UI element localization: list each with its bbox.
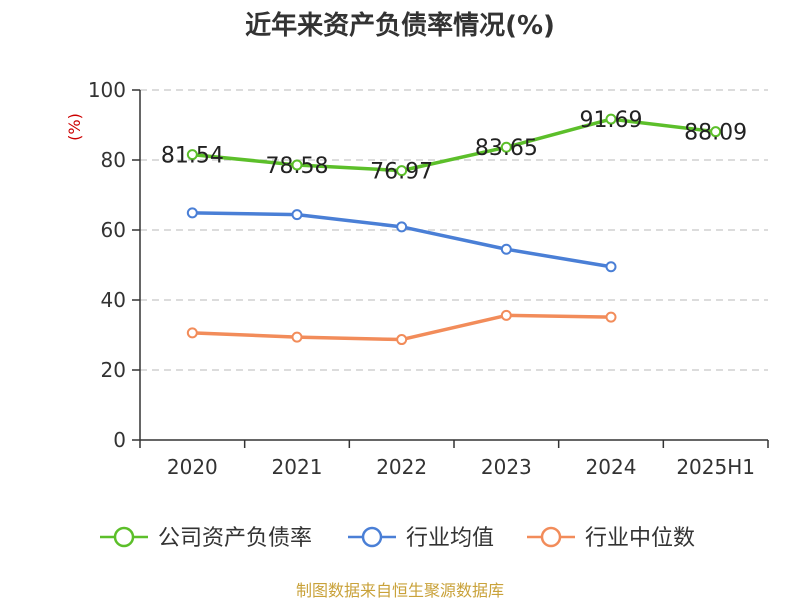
series-1-point-1: [291, 209, 303, 221]
series-0-point-5: [710, 126, 722, 138]
legend-marker-0: [113, 526, 135, 548]
series-0-point-2: [396, 165, 408, 177]
x-tick-label-1: 2021: [272, 455, 323, 479]
y-tick-labels: 0 20 40 60 80 100: [88, 78, 126, 452]
series-line-0: [192, 117, 716, 173]
chart-title: 近年来资产负债率情况(%): [245, 10, 555, 41]
y-tick-label-5: 100: [88, 78, 126, 102]
series-0-point-1: [291, 159, 303, 171]
legend-label-1: 行业均值: [406, 526, 494, 551]
y-tick-label-2: 40: [101, 288, 126, 312]
series-1-point-3: [500, 243, 512, 255]
y-tick-label-4: 80: [101, 148, 126, 172]
y-tick-label-0: 0: [113, 428, 126, 452]
data-label-0: 81.54: [161, 144, 224, 169]
series-1-point-4: [605, 261, 617, 273]
legend-label-0: 公司资产负债率: [158, 526, 312, 551]
series-2-point-4: [605, 311, 617, 323]
series-0-point-0: [186, 149, 198, 161]
series-1-point-0: [186, 207, 198, 219]
data-label-1: 78.58: [266, 154, 329, 179]
y-tick-label-1: 20: [101, 358, 126, 382]
data-labels: 81.54 78.58 76.97 83.65 91.69 88.09: [161, 108, 747, 185]
series-lines: [186, 113, 722, 346]
x-tick-label-5: 2025H1: [676, 455, 755, 479]
data-label-2: 76.97: [370, 160, 433, 185]
series-0-point-4: [605, 113, 617, 125]
series-line-1: [192, 211, 612, 269]
series-2-point-2: [396, 334, 408, 346]
series-2-point-0: [186, 327, 198, 339]
y-axis-unit: (%): [65, 113, 84, 141]
data-label-4: 91.69: [580, 108, 643, 133]
legend: 公司资产负债率 行业均值 行业中位数: [100, 526, 695, 551]
legend-marker-2: [540, 526, 562, 548]
axes: [132, 89, 769, 448]
series-0-point-3: [500, 141, 512, 153]
y-tick-label-3: 60: [101, 218, 126, 242]
x-tick-labels: 2020 2021 2022 2023 2024 2025H1: [167, 455, 755, 479]
x-tick-label-4: 2024: [586, 455, 637, 479]
legend-label-2: 行业中位数: [585, 526, 695, 551]
series-1-point-2: [396, 221, 408, 233]
series-2-point-1: [291, 331, 303, 343]
series-2-point-3: [500, 309, 512, 321]
x-tick-label-0: 2020: [167, 455, 218, 479]
source-note: 制图数据来自恒生聚源数据库: [296, 581, 504, 600]
data-label-3: 83.65: [475, 136, 538, 161]
x-tick-label-3: 2023: [481, 455, 532, 479]
data-label-5: 88.09: [684, 121, 747, 146]
x-tick-label-2: 2022: [376, 455, 427, 479]
legend-marker-1: [361, 526, 383, 548]
